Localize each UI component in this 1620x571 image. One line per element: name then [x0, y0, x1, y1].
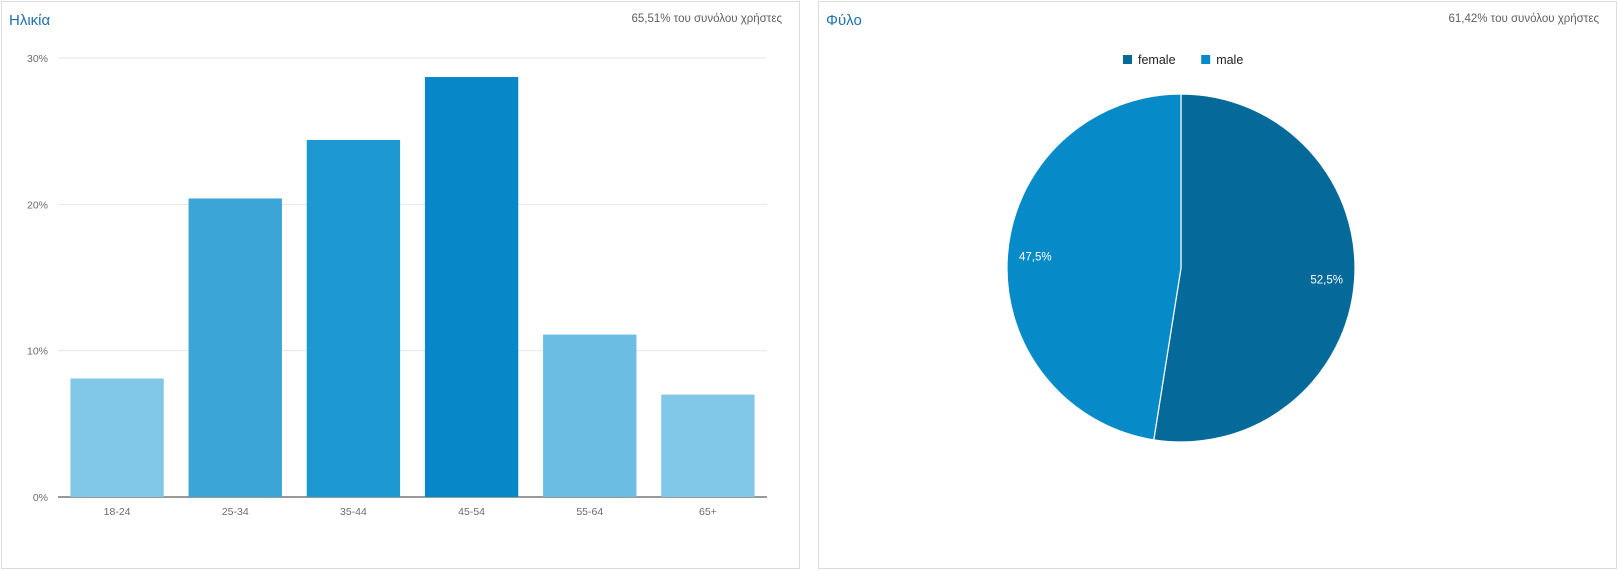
bar-35-44[interactable]	[306, 139, 401, 498]
legend-swatch-male	[1201, 55, 1211, 64]
x-tick-label: 45-54	[458, 506, 485, 518]
y-tick-label: 0%	[33, 492, 48, 504]
bar-45-54[interactable]	[424, 77, 519, 498]
gender-panel-title[interactable]: Φύλο	[826, 12, 862, 29]
age-panel-title[interactable]: Ηλικία	[9, 12, 51, 29]
y-tick-label: 20%	[27, 199, 48, 211]
age-bar-chart: 0% 10% 20% 30% 18-24 25-34 35-44 45-54 55-64 65+	[27, 53, 767, 518]
legend-label-female[interactable]: female	[1138, 53, 1176, 67]
gender-panel-subtitle: 61,42% του συνόλου χρήστες	[1448, 13, 1599, 25]
bar-25-34[interactable]	[188, 198, 282, 498]
x-tick-label: 18-24	[104, 506, 131, 518]
bar-18-24[interactable]	[70, 378, 164, 497]
gender-panel: Φύλο 61,42% του συνόλου χρήστες female ma…	[818, 1, 1617, 569]
y-tick-label: 30%	[27, 53, 48, 65]
legend-swatch-female	[1123, 55, 1132, 64]
slice-label-female: 52,5%	[1310, 274, 1343, 286]
slice-label-male: 47,5%	[1019, 252, 1052, 264]
pie-slice-male[interactable]	[1006, 93, 1182, 441]
x-tick-label: 65+	[699, 506, 717, 518]
age-panel-subtitle: 65,51% του συνόλου χρήστες	[631, 13, 782, 25]
gender-pie-chart: female male 52,5% 47,5%	[1006, 53, 1356, 443]
pie-slice-female[interactable]	[1153, 93, 1356, 443]
bar-65+[interactable]	[661, 394, 755, 497]
x-tick-label: 35-44	[340, 506, 367, 518]
x-tick-label: 25-34	[222, 506, 249, 518]
legend-label-male[interactable]: male	[1216, 53, 1243, 67]
age-panel: Ηλικία 65,51% του συνόλου χρήστες 0% 10% 2…	[1, 1, 800, 569]
bar-55-64[interactable]	[543, 334, 637, 497]
y-tick-label: 10%	[27, 346, 48, 358]
x-tick-label: 55-64	[576, 506, 603, 518]
